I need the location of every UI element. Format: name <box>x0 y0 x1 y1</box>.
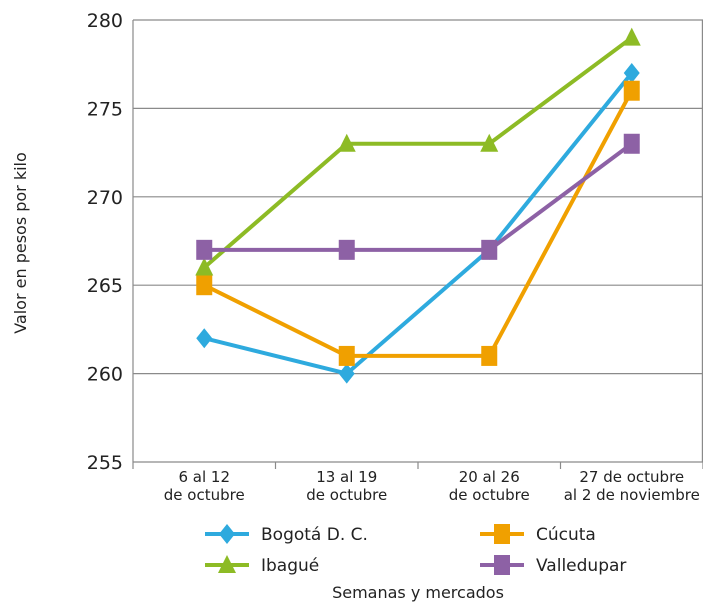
data-point-s0-p1 <box>338 363 355 384</box>
data-point-s2-p3 <box>622 27 641 46</box>
series-line-1 <box>203 89 634 358</box>
x-tick-label-3-line-1: al 2 de noviembre <box>564 486 700 504</box>
y-tick-label-2: 265 <box>87 275 123 297</box>
series-markers <box>195 27 641 384</box>
legend-label-1: Cúcuta <box>536 525 596 545</box>
series-lines <box>202 36 634 376</box>
data-point-s0-p3 <box>623 63 640 84</box>
data-point-s1-p2 <box>481 345 498 366</box>
legend: Bogotá D. C. Cúcuta Ibagué Valledupar <box>205 524 626 576</box>
legend-marker-1 <box>494 524 510 544</box>
data-point-s3-p1 <box>338 239 355 260</box>
data-point-s2-p1 <box>337 133 356 152</box>
legend-item-3: Valledupar <box>480 555 626 576</box>
x-tick-label-2-line-1: de octubre <box>449 486 530 504</box>
x-tick-label-0-line-1: de octubre <box>164 486 245 504</box>
data-point-s2-p0 <box>195 257 214 276</box>
x-tick-label-2-line-0: 20 al 26 <box>459 468 520 486</box>
data-point-s0-p0 <box>196 328 213 349</box>
legend-marker-3 <box>494 555 510 575</box>
legend-item-1: Cúcuta <box>480 524 596 545</box>
series-line-3 <box>204 142 633 252</box>
legend-label-3: Valledupar <box>536 556 626 576</box>
y-tick-label-5: 280 <box>87 10 123 32</box>
y-tick-label-0: 255 <box>87 452 123 474</box>
legend-item-0: Bogotá D. C. <box>205 524 368 545</box>
x-tick-label-1-line-0: 13 al 19 <box>316 468 377 486</box>
data-point-s2-p2 <box>480 133 499 152</box>
y-tick-label-4: 275 <box>87 98 123 120</box>
x-axis-title: Semanas y mercados <box>332 583 504 602</box>
series-line-0 <box>203 71 634 376</box>
y-axis-title: Valor en pesos por kilo <box>11 152 30 334</box>
y-tick-labels: 255 260 265 270 275 280 <box>87 10 123 474</box>
legend-marker-0 <box>219 524 235 544</box>
data-point-s3-p0 <box>196 239 213 260</box>
y-tick-label-1: 260 <box>87 364 123 386</box>
data-point-s1-p3 <box>623 80 640 101</box>
data-point-s1-p1 <box>338 345 355 366</box>
legend-label-2: Ibagué <box>261 556 319 576</box>
legend-item-2: Ibagué <box>205 555 319 576</box>
y-tick-label-3: 270 <box>87 187 123 209</box>
series-line-2 <box>202 36 633 270</box>
x-tick-label-0-line-0: 6 al 12 <box>178 468 230 486</box>
data-point-s3-p3 <box>623 133 640 154</box>
x-tick-label-3-line-0: 27 de octubre <box>579 468 684 486</box>
x-tick-label-1-line-1: de octubre <box>306 486 387 504</box>
gridlines <box>132 19 703 469</box>
legend-marker-2 <box>218 555 236 573</box>
legend-label-0: Bogotá D. C. <box>261 525 368 545</box>
data-point-s3-p2 <box>481 239 498 260</box>
data-point-s1-p0 <box>196 275 213 296</box>
